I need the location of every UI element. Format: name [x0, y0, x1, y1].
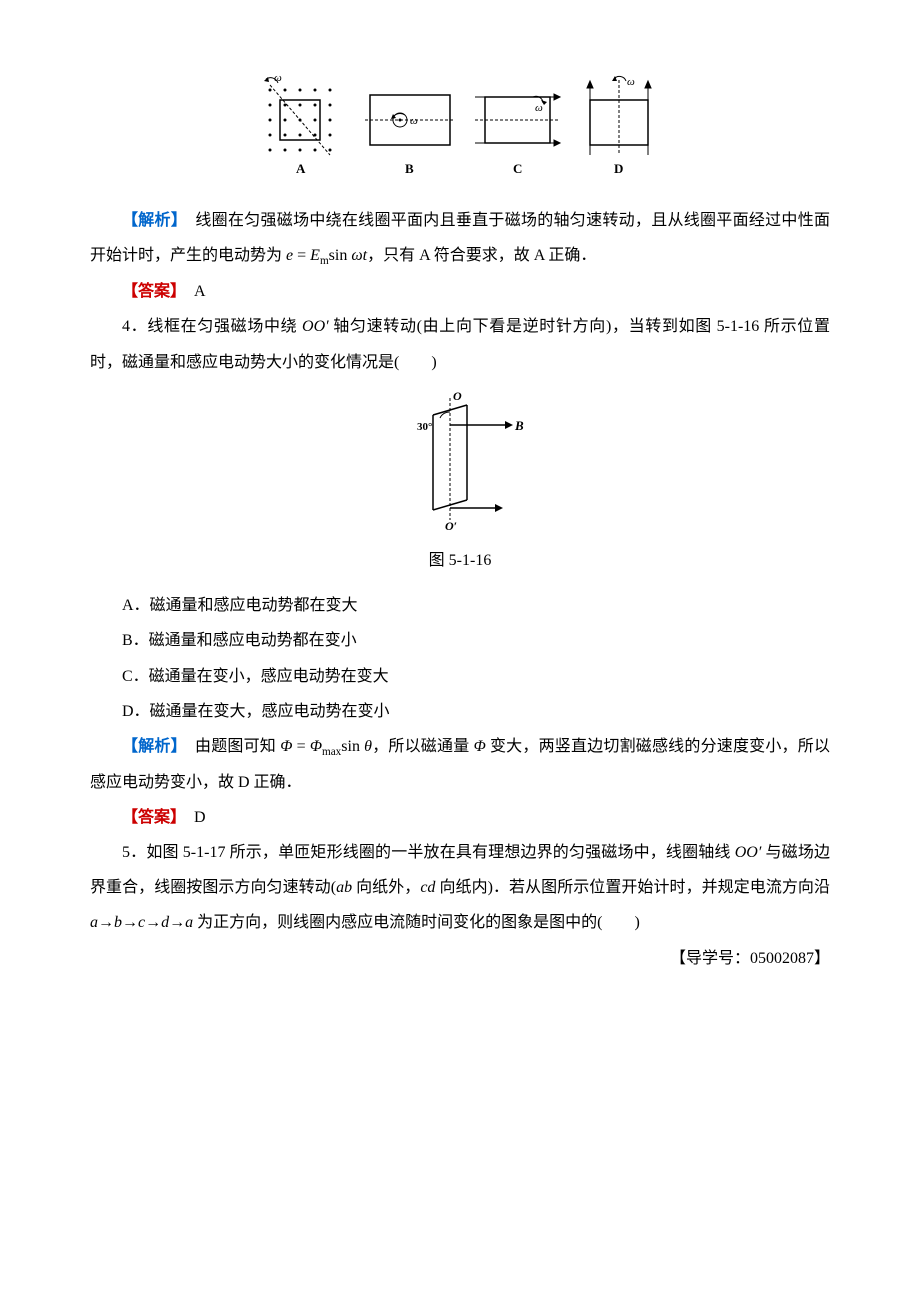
svg-text:ω: ω — [274, 72, 282, 84]
svg-text:30°: 30° — [417, 421, 432, 433]
q4-option-b: B．磁通量和感应电动势都在变小 — [90, 623, 830, 658]
q5-stem: 5．如图 5-1-17 所示，单匝矩形线圈的一半放在具有理想边界的匀强磁场中，线… — [90, 835, 830, 941]
svg-text:O: O — [453, 390, 462, 403]
analysis-label: 【解析】 — [122, 212, 179, 229]
q3-analysis: 【解析】 线圈在匀强磁场中绕在线圈平面内且垂直于磁场的轴匀速转动，且从线圈平面经… — [90, 203, 830, 274]
svg-text:D: D — [614, 161, 623, 176]
q4-option-d: D．磁通量在变大，感应电动势在变小 — [90, 694, 830, 729]
q4-analysis: 【解析】 由题图可知 Φ = Φmaxsin θ，所以磁通量 Φ 变大，两竖直边… — [90, 729, 830, 800]
svg-text:ω: ω — [535, 102, 543, 114]
analysis-label: 【解析】 — [122, 738, 179, 755]
svg-text:C: C — [513, 161, 522, 176]
answer-label: 【答案】 — [122, 809, 178, 826]
q4-option-a: A．磁通量和感应电动势都在变大 — [90, 588, 830, 623]
q3-diagram-svg: ω A ω B ω C — [250, 70, 670, 180]
svg-text:ω: ω — [627, 76, 635, 88]
fig-5-1-16-svg: B O O′ 30° — [395, 390, 525, 530]
q3-answer: 【答案】 A — [90, 274, 830, 309]
q5-guide-number: 【导学号：05002087】 — [90, 941, 830, 976]
svg-text:O′: O′ — [445, 519, 457, 530]
answer-label: 【答案】 — [122, 283, 178, 300]
q4-option-c: C．磁通量在变小，感应电动势在变大 — [90, 659, 830, 694]
fig-5-1-16: B O O′ 30° 图 5-1-16 — [90, 390, 830, 578]
svg-text:A: A — [296, 161, 306, 176]
fig-5-1-16-caption: 图 5-1-16 — [90, 543, 830, 578]
q4-answer: 【答案】 D — [90, 800, 830, 835]
svg-text:B: B — [514, 418, 524, 433]
svg-text:ω: ω — [410, 115, 418, 127]
svg-text:B: B — [405, 161, 414, 176]
q4-stem: 4．线框在匀强磁场中绕 OO′ 轴匀速转动(由上向下看是逆时针方向)，当转到如图… — [90, 309, 830, 379]
q3-figure: ω A ω B ω C — [90, 70, 830, 193]
